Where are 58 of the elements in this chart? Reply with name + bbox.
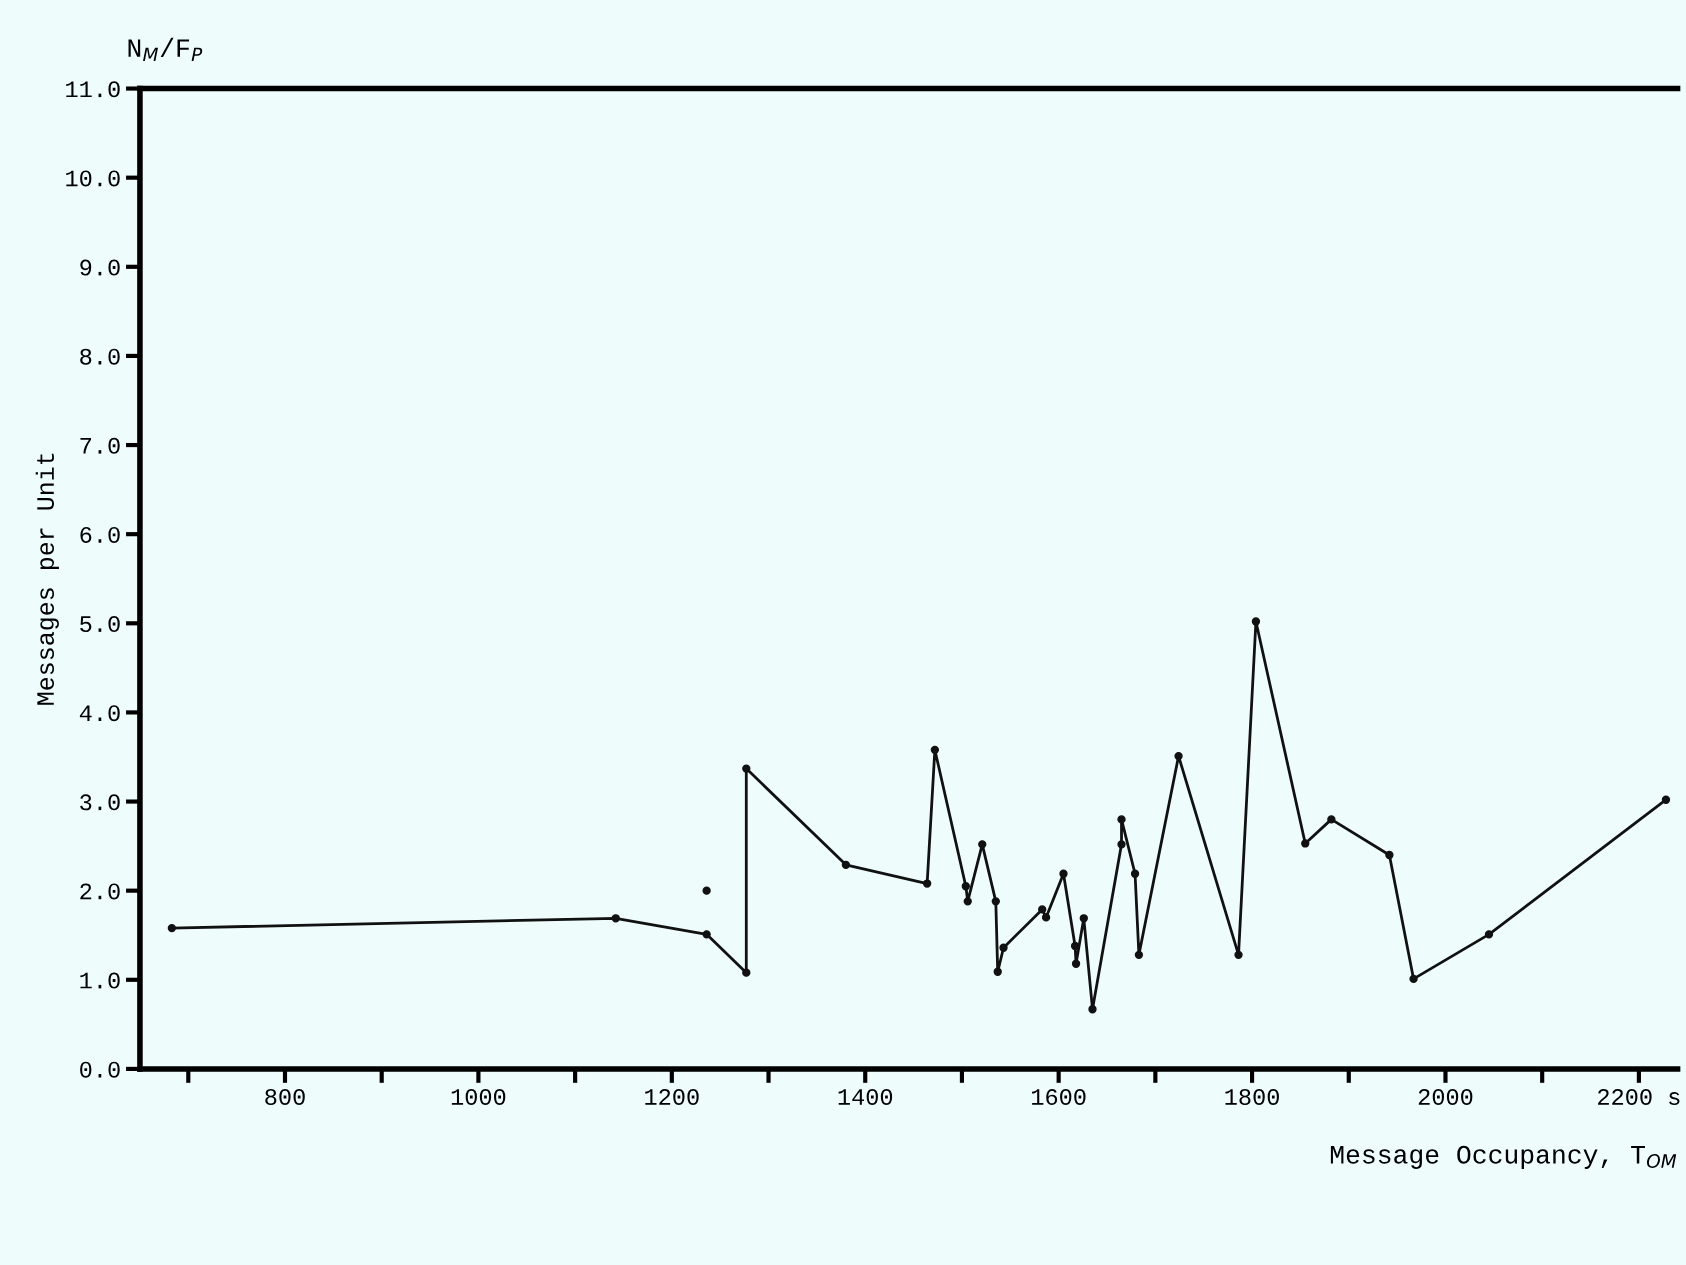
point: [999, 943, 1008, 952]
point: [1079, 914, 1088, 923]
point: [922, 879, 932, 888]
y-tick-label: 8.0: [80, 348, 120, 365]
x-tick-label: 1400: [838, 1088, 893, 1106]
point: [1070, 941, 1080, 951]
y-tick-label: 0.0: [80, 1061, 120, 1078]
point: [611, 914, 620, 923]
point: [1041, 913, 1051, 922]
point: [1130, 869, 1140, 878]
x-tick-label: 1600: [1032, 1088, 1086, 1106]
x-axis-title: Message Occupancy, T$_{OM}$: [1330, 1145, 1677, 1169]
point: [993, 967, 1002, 976]
point: [841, 860, 851, 869]
y-tick-label: 2.0: [80, 883, 120, 900]
y-tick-label: 10.0: [66, 170, 120, 187]
x-tick-label: 1000: [451, 1088, 506, 1106]
point: [742, 968, 751, 977]
y-tick-label: 6.0: [80, 526, 120, 543]
point: [963, 897, 972, 906]
y-tick-label: 7.0: [80, 437, 120, 454]
x-tick-label: 1800: [1225, 1088, 1279, 1106]
text: N$_{M}$/F$_{P}$: [128, 37, 203, 62]
point: [1038, 905, 1047, 914]
point: [930, 745, 940, 755]
y-tick-label: 1.0: [80, 972, 120, 989]
point: [1409, 974, 1418, 984]
y-axis-title: Messages per Unit: [35, 453, 59, 705]
point: [1071, 959, 1081, 968]
point: [1234, 950, 1243, 960]
point: [1088, 1005, 1097, 1014]
point: [1327, 815, 1336, 824]
y-tick-label: 5.0: [80, 616, 120, 633]
point: [961, 882, 970, 891]
point: [1661, 795, 1671, 804]
x-tick-label: 2200 s: [1598, 1088, 1680, 1106]
x-tick-label: 2000: [1418, 1088, 1473, 1106]
point: [1385, 850, 1394, 860]
point: [991, 897, 1000, 906]
point: [742, 764, 751, 773]
point: [1134, 950, 1144, 960]
y-tick-label: 9.0: [80, 259, 120, 276]
point: [1174, 751, 1183, 761]
y-tick-label: 11.0: [66, 81, 120, 98]
point: [1484, 930, 1494, 939]
point: [978, 840, 987, 849]
point: [702, 886, 711, 895]
y-tick-label: 4.0: [79, 705, 120, 722]
point: [1117, 840, 1126, 849]
point: [1251, 617, 1261, 626]
x-tick-label: 800: [265, 1088, 305, 1106]
point: [1059, 869, 1068, 878]
point: [1301, 839, 1310, 848]
y-tick-label: 3.0: [80, 794, 120, 811]
x-tick-label: 1200: [645, 1088, 699, 1106]
point: [702, 930, 711, 939]
point: [167, 923, 177, 933]
point: [1117, 815, 1126, 824]
